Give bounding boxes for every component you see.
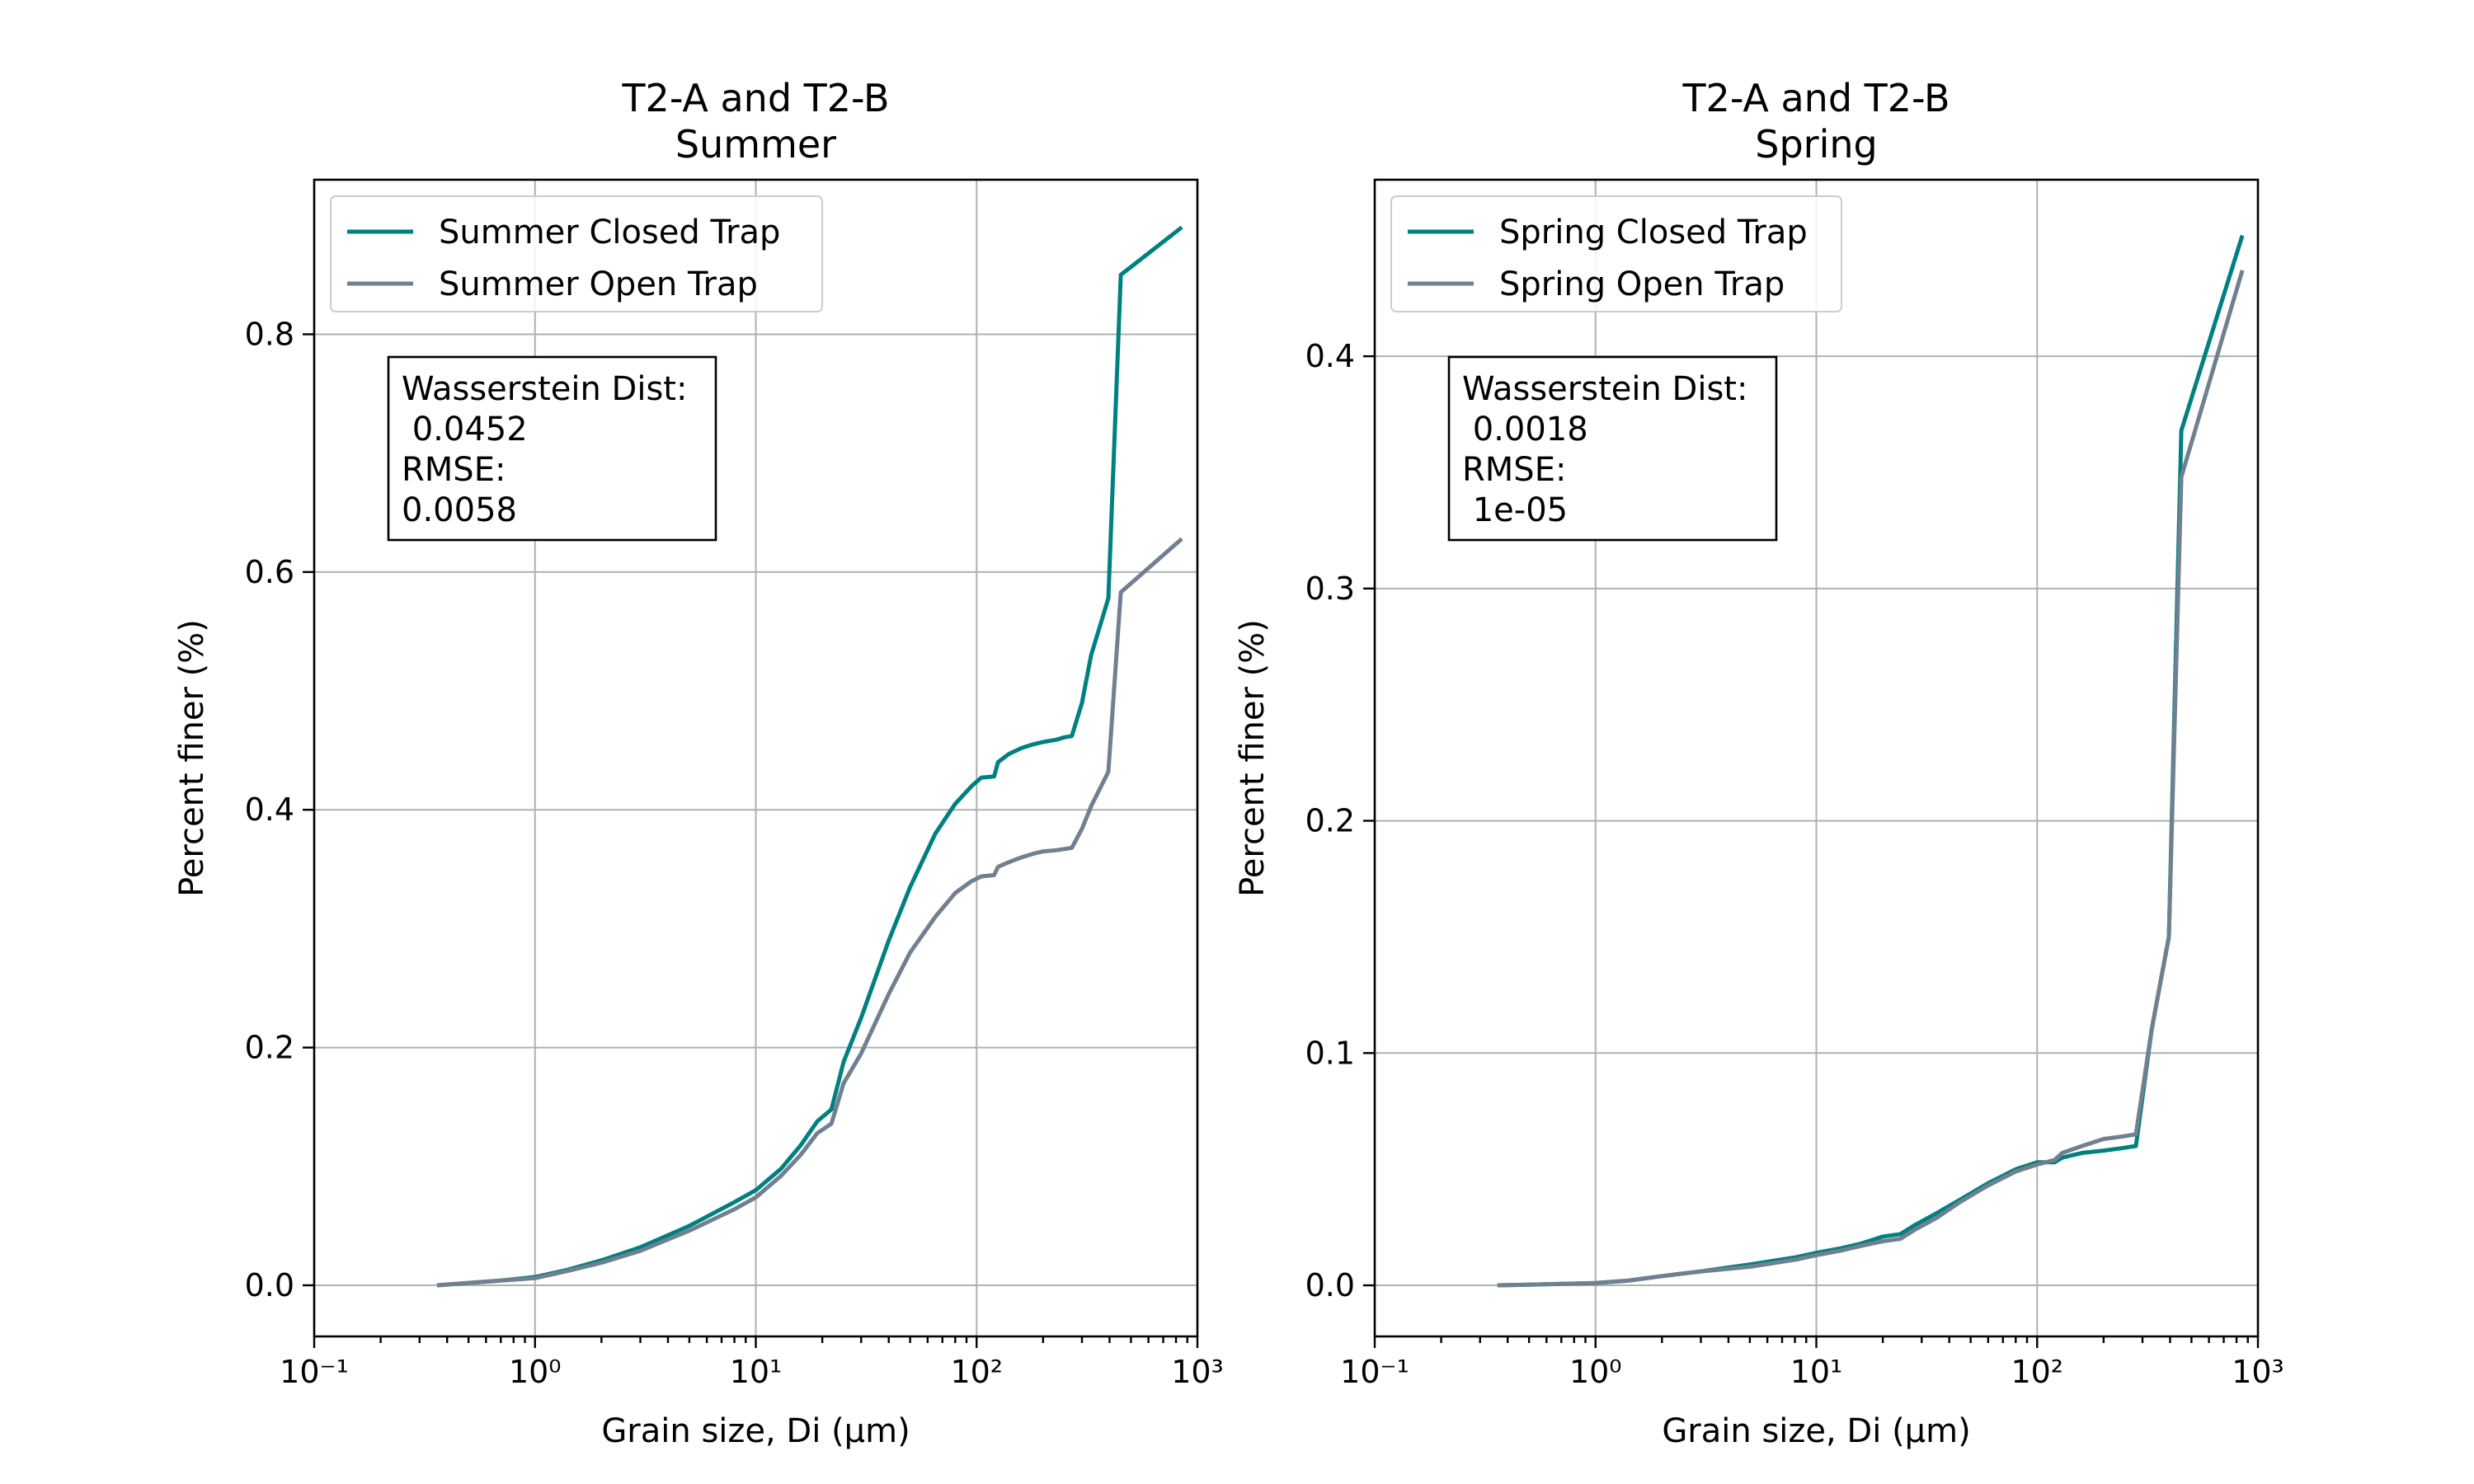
spring-x-tick-label: 10⁰ — [1569, 1354, 1622, 1390]
summer-x-tick-label: 10³ — [1171, 1354, 1224, 1390]
spring-metrics-line: 0.0018 — [1462, 411, 1588, 448]
summer-metrics-line: 0.0452 — [402, 411, 528, 448]
spring-metrics-line: RMSE: — [1462, 451, 1566, 489]
spring-chart-subtitle: Spring — [1755, 122, 1877, 167]
summer-metrics-line: RMSE: — [402, 451, 506, 489]
summer-legend: Summer Closed Trap Summer Open Trap — [331, 196, 822, 312]
summer-metrics-line: Wasserstein Dist: — [402, 370, 687, 408]
summer-x-axis-label: Grain size, Di (μm) — [601, 1412, 910, 1450]
spring-y-tick-label: 0.3 — [1305, 571, 1355, 607]
summer-y-tick-label: 0.8 — [245, 316, 294, 352]
summer-x-tick-label: 10¹ — [730, 1354, 783, 1390]
spring-x-tick-label: 10² — [2011, 1354, 2063, 1390]
summer-y-tick-label: 0.4 — [245, 791, 294, 828]
summer-y-axis-label: Percent finer (%) — [173, 619, 211, 897]
spring-metrics-line: Wasserstein Dist: — [1462, 370, 1747, 408]
spring-legend: Spring Closed Trap Spring Open Trap — [1391, 196, 1841, 312]
spring-metrics-line: 1e-05 — [1462, 491, 1568, 529]
summer-chart-subtitle: Summer — [675, 122, 836, 167]
spring-y-axis-label: Percent finer (%) — [1234, 619, 1272, 897]
spring-y-tick-label: 0.4 — [1305, 338, 1355, 374]
summer-x-tick-label: 10² — [950, 1354, 1003, 1390]
spring-x-tick-label: 10⁻¹ — [1340, 1354, 1409, 1390]
spring-x-tick-label: 10¹ — [1790, 1354, 1843, 1390]
spring-chart-title: T2-A and T2-B — [1681, 76, 1950, 120]
spring-y-tick-label: 0.0 — [1305, 1267, 1355, 1303]
spring-x-tick-label: 10³ — [2232, 1354, 2284, 1390]
spring-legend-label-closed-trap: Spring Closed Trap — [1499, 214, 1808, 251]
summer-y-tick-label: 0.0 — [245, 1267, 294, 1303]
summer-y-tick-label: 0.6 — [245, 554, 294, 590]
spring-y-tick-label: 0.2 — [1305, 803, 1355, 839]
summer-x-tick-label: 10⁻¹ — [280, 1354, 349, 1390]
summer-legend-label-closed-trap: Summer Closed Trap — [439, 214, 780, 251]
summer-legend-label-open-trap: Summer Open Trap — [439, 265, 758, 303]
spring-y-tick-label: 0.1 — [1305, 1035, 1355, 1071]
summer-x-tick-label: 10⁰ — [509, 1354, 562, 1390]
summer-metrics-line: 0.0058 — [402, 491, 517, 529]
summer-chart-title: T2-A and T2-B — [621, 76, 889, 120]
spring-legend-label-open-trap: Spring Open Trap — [1499, 265, 1785, 303]
summer-y-tick-label: 0.2 — [245, 1030, 294, 1066]
spring-x-axis-label: Grain size, Di (μm) — [1662, 1412, 1970, 1450]
